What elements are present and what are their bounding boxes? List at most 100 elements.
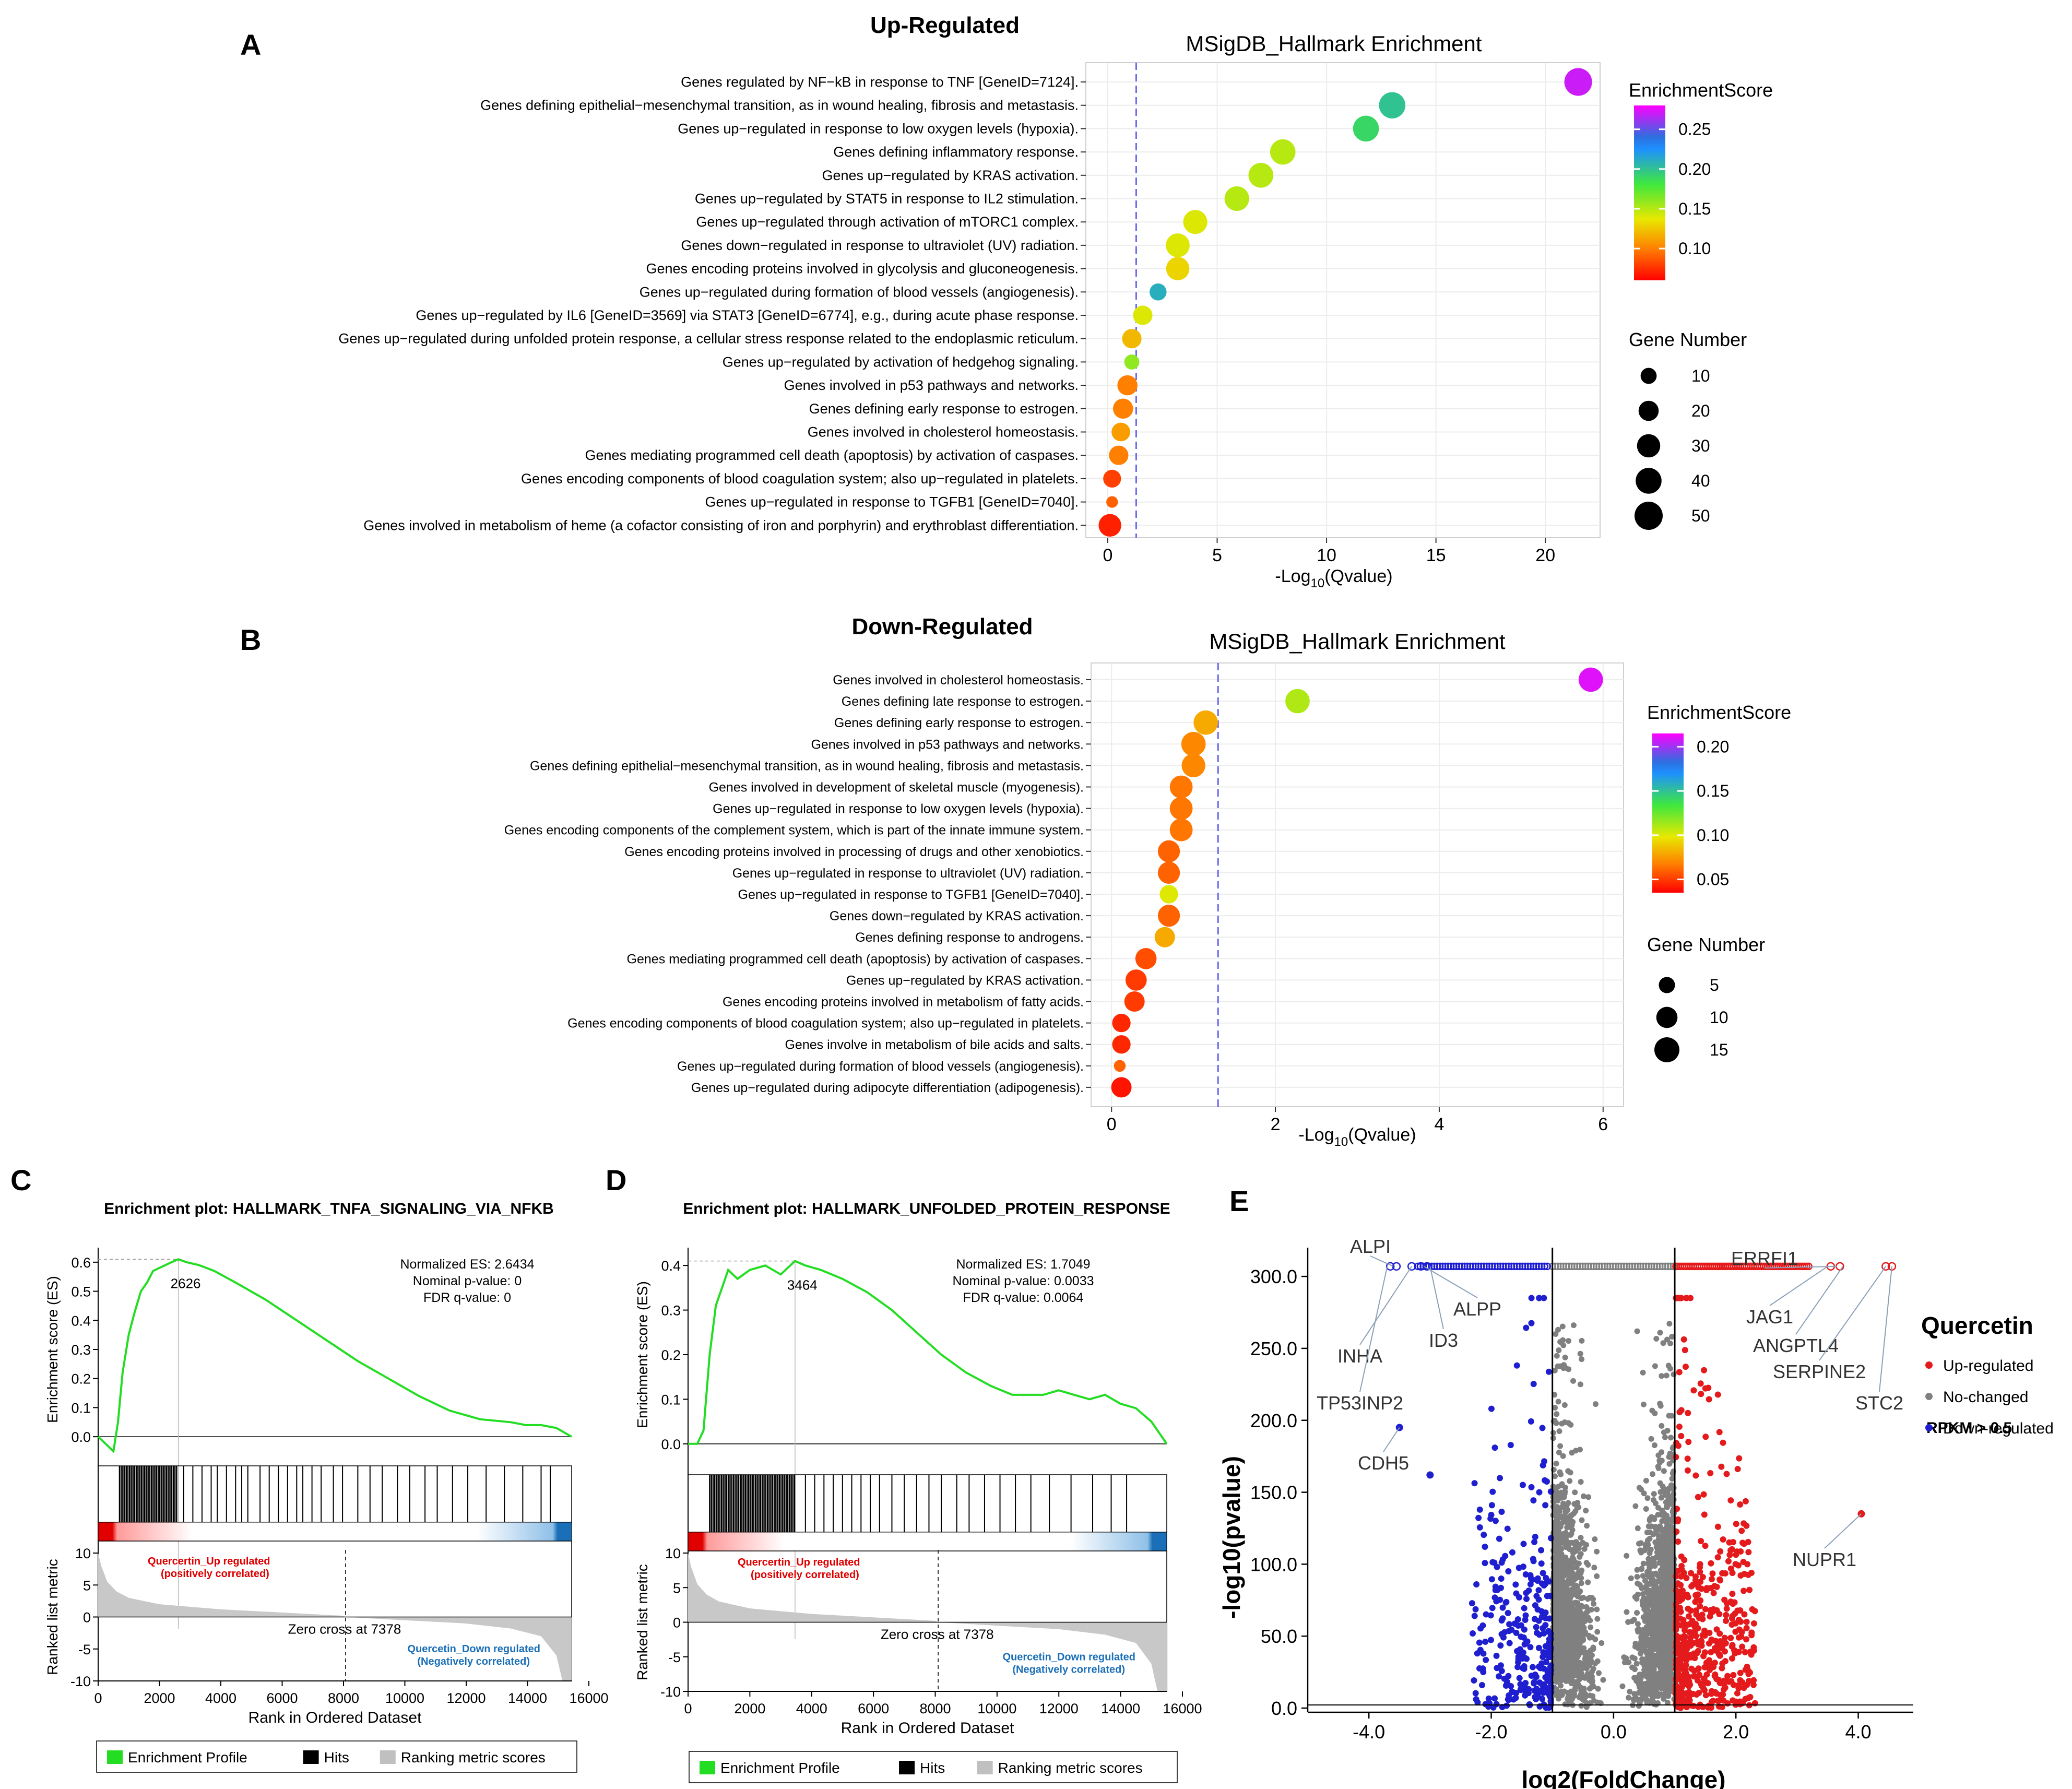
e-down-point xyxy=(1539,1425,1546,1431)
e-gene-leader xyxy=(1764,1265,1837,1269)
e-up-point xyxy=(1698,1538,1704,1545)
e-up-point xyxy=(1738,1527,1745,1534)
e-up-point xyxy=(1676,1409,1683,1416)
e-down-point-sat xyxy=(1543,1262,1551,1271)
e-up-point xyxy=(1709,1570,1716,1577)
d-x-tick-label: 14000 xyxy=(1101,1701,1140,1716)
e-nochange-point xyxy=(1653,1336,1660,1342)
e-down-point xyxy=(1533,1686,1540,1692)
e-nochange-point xyxy=(1555,1399,1561,1405)
b-point xyxy=(1135,947,1157,969)
e-nochange-point xyxy=(1572,1559,1579,1566)
panel-a-x-label: -Log10(Qvalue) xyxy=(1275,566,1392,590)
e-gene-leader xyxy=(1383,1427,1400,1452)
e-nochange-point xyxy=(1643,1655,1650,1662)
e-down-point xyxy=(1513,1590,1520,1597)
a-x-tick-label: 15 xyxy=(1426,546,1446,565)
c-stat-0: Normalized ES: 2.6434 xyxy=(400,1257,534,1272)
a-point xyxy=(1564,68,1592,96)
e-nochange-point xyxy=(1644,1590,1651,1596)
e-nochange-point xyxy=(1629,1664,1635,1670)
c-legend-label: Ranking metric scores xyxy=(401,1749,546,1766)
e-down-point xyxy=(1498,1559,1505,1566)
c-label-down2: (Negatively correlated) xyxy=(417,1656,530,1667)
e-up-point xyxy=(1696,1672,1703,1678)
e-nochange-point xyxy=(1589,1678,1595,1684)
e-nochange-point xyxy=(1588,1624,1594,1630)
e-nochange-point xyxy=(1619,1683,1626,1689)
e-nochange-point xyxy=(1572,1627,1579,1633)
e-nochange-point xyxy=(1654,1685,1661,1691)
e-nochange-point xyxy=(1579,1622,1585,1629)
e-nochange-point xyxy=(1648,1546,1654,1553)
e-up-point xyxy=(1702,1692,1709,1699)
b-category-label: Genes up−regulated by KRAS activation. xyxy=(846,973,1084,988)
e-nochange-point xyxy=(1652,1680,1658,1686)
e-down-point xyxy=(1498,1509,1505,1515)
d-x-tick-label: 6000 xyxy=(858,1701,889,1716)
panel-a-letter: A xyxy=(240,28,261,61)
e-down-point xyxy=(1523,1324,1530,1331)
e-down-point xyxy=(1543,1688,1550,1695)
panel-e-y-label: -log10(pvalue) xyxy=(1218,1456,1245,1619)
e-nochange-point xyxy=(1561,1541,1568,1547)
e-up-point xyxy=(1733,1551,1739,1558)
b-category-label: Genes involved in development of skeleta… xyxy=(709,780,1084,795)
e-nochange-point xyxy=(1655,1452,1662,1459)
e-nochange-point-sat xyxy=(1603,1262,1612,1271)
c-metric-tick-label: -10 xyxy=(70,1674,91,1689)
e-down-point-sat xyxy=(1519,1262,1526,1271)
e-nochange-point-sat xyxy=(1576,1262,1584,1271)
e-nochange-point xyxy=(1560,1337,1566,1343)
e-up-point-sat xyxy=(1803,1262,1810,1271)
e-nochange-point xyxy=(1558,1677,1565,1684)
e-down-point-sat xyxy=(1439,1262,1447,1271)
e-gene-leader xyxy=(1824,1513,1862,1549)
d-metric-tick-label: 0 xyxy=(673,1615,681,1631)
e-nochange-point xyxy=(1628,1575,1634,1581)
e-nochange-point xyxy=(1636,1541,1642,1547)
e-up-point xyxy=(1710,1590,1717,1596)
a-size-key-label: 40 xyxy=(1691,471,1710,490)
e-up-point xyxy=(1714,1391,1721,1398)
a-point xyxy=(1133,305,1153,325)
e-nochange-point xyxy=(1582,1653,1589,1660)
e-nochange-point xyxy=(1664,1622,1671,1629)
a-category-label: Genes regulated by NF−kB in response to … xyxy=(681,74,1079,90)
e-nochange-point xyxy=(1647,1700,1653,1706)
e-down-point xyxy=(1471,1613,1478,1619)
e-nochange-point xyxy=(1647,1626,1653,1632)
e-nochange-point xyxy=(1635,1525,1641,1532)
e-up-point xyxy=(1733,1521,1739,1527)
panel-a-grid xyxy=(1086,63,1600,538)
e-nochange-point xyxy=(1580,1594,1586,1601)
e-down-point-sat xyxy=(1447,1262,1455,1271)
e-nochange-point xyxy=(1632,1643,1638,1650)
e-nochange-point xyxy=(1666,1461,1673,1467)
e-up-point xyxy=(1702,1433,1709,1440)
e-up-point xyxy=(1741,1685,1747,1691)
e-down-point xyxy=(1487,1637,1494,1643)
e-up-point xyxy=(1682,1642,1688,1649)
e-nochange-point xyxy=(1559,1323,1566,1330)
b-category-label: Genes up−regulated in response to TGFB1 … xyxy=(738,887,1084,902)
e-up-point xyxy=(1730,1672,1737,1678)
e-down-point xyxy=(1506,1640,1513,1646)
e-up-point xyxy=(1719,1660,1726,1667)
e-x-tick-label: 4.0 xyxy=(1845,1721,1872,1743)
b-point xyxy=(1157,840,1180,862)
c-y-tick-label: 0.4 xyxy=(71,1313,91,1329)
e-nochange-point xyxy=(1574,1606,1580,1612)
c-metric-tick-label: 0 xyxy=(83,1610,91,1626)
d-legend-box xyxy=(689,1751,1178,1783)
e-nochange-point xyxy=(1663,1564,1669,1570)
e-down-point-sat xyxy=(1537,1262,1546,1271)
e-nochange-point xyxy=(1649,1654,1655,1661)
e-nochange-point xyxy=(1554,1353,1560,1359)
e-nochange-point xyxy=(1635,1580,1641,1586)
e-up-point xyxy=(1688,1583,1695,1590)
d-stat-2: FDR q-value: 0.0064 xyxy=(963,1290,1084,1305)
e-up-point xyxy=(1750,1620,1757,1627)
e-nochange-point xyxy=(1668,1643,1675,1650)
e-nochange-point xyxy=(1640,1591,1646,1597)
